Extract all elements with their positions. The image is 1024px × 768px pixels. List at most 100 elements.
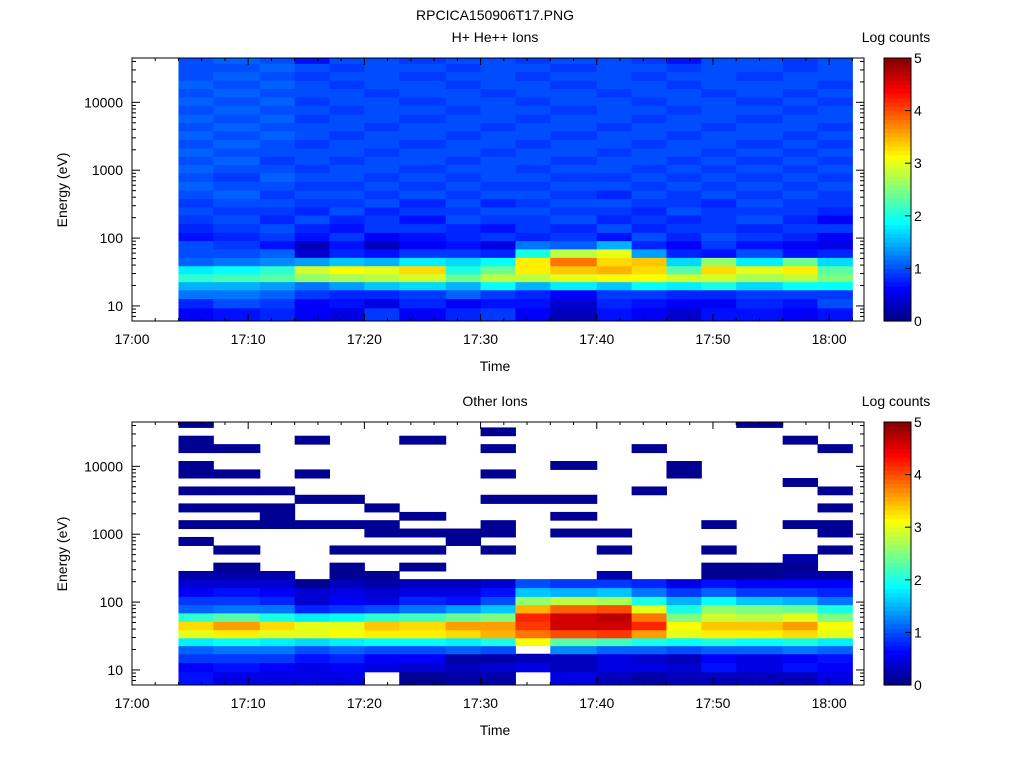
heatmap-cell (294, 604, 331, 614)
heatmap-cell (736, 289, 784, 300)
heatmap-cell (736, 637, 784, 647)
heatmap-cell (550, 215, 598, 225)
heatmap-cell (399, 579, 447, 589)
heatmap-cell (259, 88, 296, 98)
heatmap-cell (480, 223, 516, 233)
heatmap-cell (701, 257, 737, 267)
heatmap-cell (736, 281, 784, 291)
heatmap-cell (259, 248, 296, 258)
heatmap-cell (213, 265, 261, 275)
heatmap-cell (782, 579, 819, 589)
heatmap-cell (364, 80, 400, 90)
heatmap-cell (666, 637, 702, 647)
heatmap-cell (817, 80, 853, 90)
heatmap-cell (364, 139, 400, 149)
colorbar-tick-label: 2 (914, 572, 922, 588)
heatmap-cell (399, 190, 447, 200)
heatmap-cell (817, 307, 853, 322)
heatmap-cell (445, 88, 482, 98)
heatmap-cell (178, 422, 214, 428)
colorbar-swatch (884, 457, 911, 463)
heatmap-cell (631, 289, 667, 300)
heatmap-cell (817, 671, 853, 686)
heatmap-cell (259, 671, 296, 686)
heatmap-cell (701, 190, 737, 200)
colorbar-swatch (884, 680, 911, 686)
heatmap-cell (736, 172, 784, 182)
heatmap-cell (213, 164, 261, 174)
heatmap-cell (817, 570, 853, 580)
heatmap-cell (329, 629, 365, 639)
colorbar: 0 1 2 3 4 5 (883, 50, 922, 329)
heatmap-cell (213, 562, 261, 572)
heatmap-cell (480, 579, 516, 589)
x-ticks: 17:00 17:10 17:20 17:30 17:40 17:50 18:00 (114, 422, 853, 711)
heatmap-cell (480, 444, 516, 454)
heatmap-cell (631, 88, 667, 98)
heatmap-cell (294, 273, 331, 283)
heatmap-cell (817, 629, 853, 639)
heatmap-cell (596, 265, 633, 275)
heatmap-cell (213, 248, 261, 258)
colorbar-swatch (884, 422, 911, 427)
heatmap-cell (329, 281, 365, 291)
heatmap-cell (736, 645, 784, 655)
colorbar-swatch (884, 207, 911, 213)
heatmap-cell (259, 71, 296, 81)
heatmap-cell (550, 612, 598, 622)
heatmap-cell (515, 198, 551, 208)
heatmap-cell (259, 147, 296, 157)
heatmap-cell (550, 172, 598, 182)
heatmap-cell (178, 130, 214, 140)
heatmap-cell (178, 486, 214, 496)
heatmap-cell (294, 629, 331, 639)
heatmap-cell (782, 562, 819, 572)
heatmap-cell (399, 198, 447, 208)
heatmap-cell (666, 653, 702, 664)
heatmap-cell (596, 58, 633, 64)
heatmap-cell (782, 257, 819, 267)
heatmap-cell (259, 604, 296, 614)
colorbar-tick-label: 1 (914, 624, 922, 640)
heatmap-cell (294, 469, 331, 479)
heatmap-cell (515, 223, 551, 233)
heatmap-cell (666, 596, 702, 606)
colorbar-swatch (884, 290, 911, 296)
heatmap-cell (817, 596, 853, 606)
heatmap-cell (364, 58, 400, 64)
heatmap-cell (596, 645, 633, 655)
heatmap-cell (294, 579, 331, 589)
heatmap-cell (329, 520, 365, 530)
heatmap-cell (399, 88, 447, 98)
heatmap-cell (631, 307, 667, 322)
heatmap-cell (259, 198, 296, 208)
heatmap-cell (550, 596, 598, 606)
heatmap-cell (294, 190, 331, 200)
heatmap-cell (213, 486, 261, 496)
heatmap-cell (364, 156, 400, 166)
heatmap-cell (178, 58, 214, 64)
heatmap-cell (782, 629, 819, 639)
heatmap-cell (701, 88, 737, 98)
heatmap-cell (596, 629, 633, 639)
colorbar-swatch (884, 272, 911, 278)
heatmap-cell (666, 190, 702, 200)
heatmap-cell (666, 671, 702, 686)
heatmap-cell (782, 281, 819, 291)
heatmap-cell (480, 97, 516, 106)
heatmap-cell (399, 587, 447, 597)
heatmap-cell (550, 289, 598, 300)
y-tick-label: 1000 (92, 526, 123, 542)
heatmap-cell (259, 164, 296, 174)
heatmap-cell (736, 114, 784, 123)
heatmap-cell (213, 114, 261, 123)
heatmap-cell (213, 198, 261, 208)
colorbar-swatch (884, 474, 911, 480)
heatmap-cell (329, 232, 365, 242)
heatmap-cell (399, 232, 447, 242)
heatmap-cell (178, 71, 214, 81)
heatmap-cell (736, 273, 784, 283)
heatmap-cell (259, 587, 296, 597)
heatmap-cell (213, 63, 261, 73)
colorbar-swatch (884, 443, 911, 449)
